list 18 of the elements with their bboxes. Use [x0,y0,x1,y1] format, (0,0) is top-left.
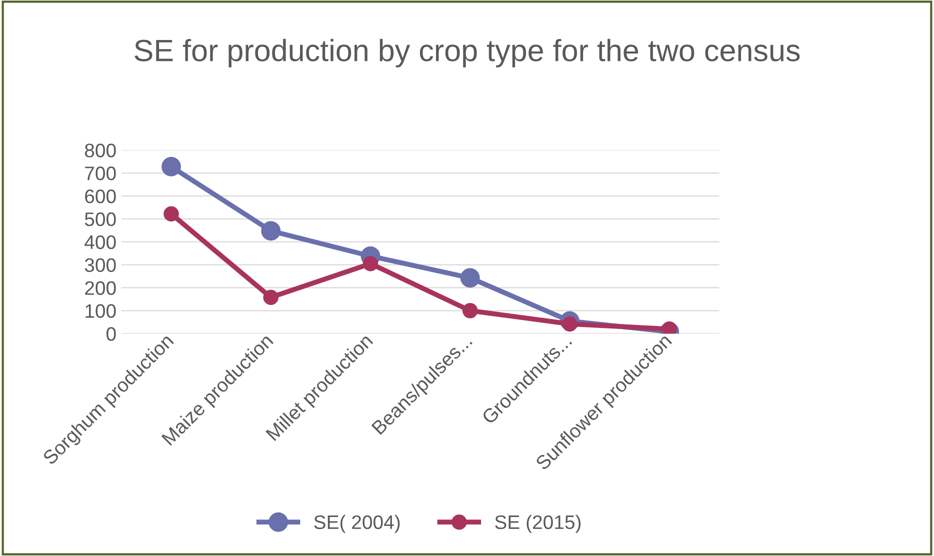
y-tick-label: 500 [84,212,116,226]
y-tick-label: 200 [85,281,116,295]
point [362,256,378,272]
y-tick-label: 400 [84,235,116,250]
y-tick-label: 300 [84,258,116,272]
point [460,268,480,288]
point [261,221,281,241]
point [162,156,181,176]
point [462,303,478,318]
y-tick-label: 800 [84,144,116,158]
y-tick-label: 600 [85,189,116,204]
y-tick-label: 700 [85,166,116,180]
point [164,206,179,222]
y-tick-label: 100 [86,304,116,318]
legend-label: SE( 2004) [314,514,400,533]
chart-title: SE for production by crop type for the two census [134,38,800,68]
point [263,290,278,305]
legend-label: SE (2015) [495,514,581,533]
